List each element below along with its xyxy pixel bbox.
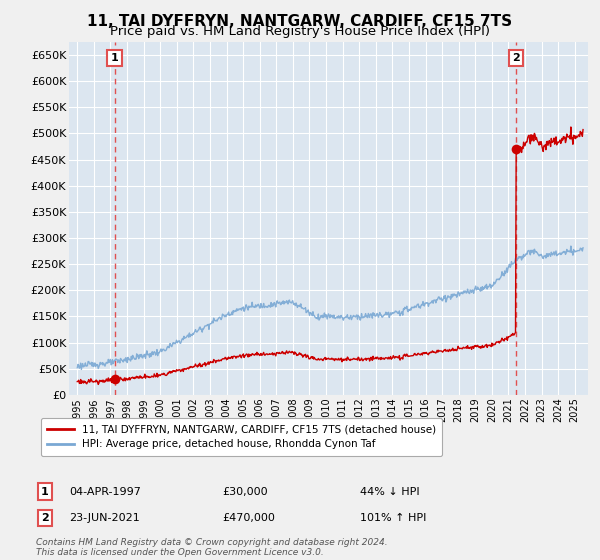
Text: 44% ↓ HPI: 44% ↓ HPI [360,487,419,497]
Text: Price paid vs. HM Land Registry's House Price Index (HPI): Price paid vs. HM Land Registry's House … [110,25,490,38]
Text: 23-JUN-2021: 23-JUN-2021 [69,513,140,523]
Text: 11, TAI DYFFRYN, NANTGARW, CARDIFF, CF15 7TS: 11, TAI DYFFRYN, NANTGARW, CARDIFF, CF15… [88,14,512,29]
Text: £470,000: £470,000 [222,513,275,523]
Text: 1: 1 [111,53,118,63]
Text: 101% ↑ HPI: 101% ↑ HPI [360,513,427,523]
Text: Contains HM Land Registry data © Crown copyright and database right 2024.
This d: Contains HM Land Registry data © Crown c… [36,538,388,557]
Text: 1: 1 [41,487,49,497]
Text: £30,000: £30,000 [222,487,268,497]
Text: 04-APR-1997: 04-APR-1997 [69,487,141,497]
Text: 2: 2 [41,513,49,523]
Legend: 11, TAI DYFFRYN, NANTGARW, CARDIFF, CF15 7TS (detached house), HPI: Average pric: 11, TAI DYFFRYN, NANTGARW, CARDIFF, CF15… [41,418,442,456]
Text: 2: 2 [512,53,520,63]
